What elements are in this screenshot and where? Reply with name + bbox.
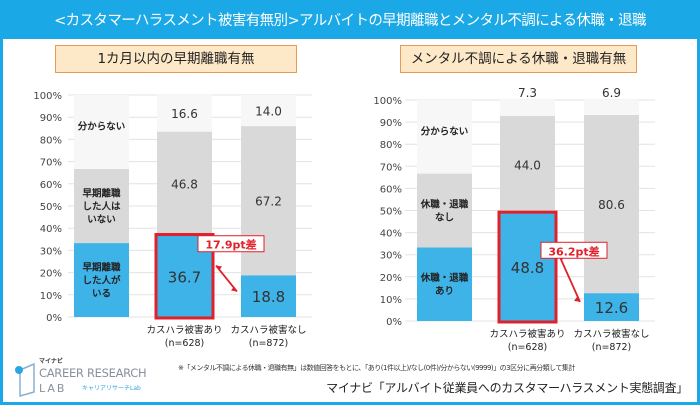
career-research-lab-logo: マイナビ CAREER RESEARCH LAB キャリアリサーチLab — [14, 358, 172, 400]
legend-label: 分からない — [78, 120, 126, 132]
y-tick-label: 50% — [380, 207, 402, 218]
y-tick-label: 100% — [373, 96, 402, 107]
data-label: 14.0 — [255, 105, 282, 119]
bar-segment — [157, 94, 212, 132]
legend-label: 分からない — [421, 125, 469, 137]
highlight-box — [497, 210, 558, 324]
y-tick-label: 60% — [380, 184, 402, 195]
difference-badge — [540, 241, 608, 259]
chart-title-mental-leave: メンタル不調による休職・退職有無 — [400, 45, 637, 73]
x-tick-label: カスハラ被害なし(n=872) — [230, 324, 306, 349]
data-label: 6.9 — [602, 86, 621, 100]
difference-label: 17.9pt差 — [205, 238, 256, 252]
data-label: 48.8 — [511, 259, 544, 277]
data-label: 16.6 — [171, 107, 198, 121]
y-tick-label: 20% — [380, 273, 402, 284]
bar-segment — [500, 213, 555, 321]
y-tick-label: 50% — [40, 202, 62, 213]
y-tick-label: 30% — [380, 251, 402, 262]
legend-swatch — [74, 243, 129, 317]
y-tick-label: 10% — [40, 291, 62, 302]
bar-segment — [241, 95, 296, 127]
bar-segment — [500, 115, 555, 214]
legend-swatch — [74, 95, 129, 169]
legend-swatch — [417, 100, 472, 174]
data-label: 7.3 — [518, 86, 537, 100]
legend-label: 早期離職した人はいない — [82, 187, 121, 225]
difference-label: 36.2pt差 — [548, 244, 599, 258]
chart-title-early-turnover: 1カ月以内の早期離職有無 — [55, 45, 297, 73]
data-label: 67.2 — [255, 195, 282, 209]
y-tick-label: 10% — [380, 295, 402, 306]
y-tick-label: 40% — [40, 224, 62, 235]
y-tick-label: 90% — [380, 118, 402, 129]
y-tick-label: 30% — [40, 246, 62, 257]
data-label: 46.8 — [171, 178, 198, 192]
bar-segment — [584, 293, 639, 321]
y-tick-label: 90% — [40, 113, 62, 124]
logo-icon — [15, 362, 35, 397]
y-tick-label: 20% — [40, 269, 62, 280]
bar-segment — [584, 99, 639, 116]
y-tick-label: 100% — [33, 91, 62, 102]
legend-swatch — [74, 168, 129, 244]
data-label: 36.7 — [168, 268, 201, 286]
legend-label: 休職・退職あり — [420, 272, 469, 297]
data-label: 12.6 — [595, 299, 628, 317]
data-label: 44.0 — [514, 159, 541, 173]
difference-arrow — [215, 264, 238, 293]
arrow-heads — [216, 265, 237, 292]
legend-swatch — [417, 173, 472, 248]
bar-segment — [157, 131, 212, 236]
bar-segment — [500, 99, 555, 116]
logo-small: マイナビ — [39, 358, 63, 365]
data-label: 18.8 — [252, 288, 285, 306]
legend-label: 早期離職した人がいる — [82, 261, 121, 299]
bar-segment — [584, 115, 639, 294]
legend-label: 休職・退職なし — [420, 198, 469, 223]
x-tick-label: カスハラ被害あり(n=628) — [489, 328, 565, 353]
difference-badge — [197, 235, 265, 253]
y-tick-label: 80% — [380, 140, 402, 151]
x-tick-label: カスハラ被害なし(n=872) — [573, 328, 649, 353]
bar-segment — [241, 275, 296, 317]
y-tick-label: 80% — [40, 135, 62, 146]
y-tick-label: 60% — [40, 180, 62, 191]
y-tick-label: 70% — [40, 158, 62, 169]
difference-arrow — [558, 254, 581, 303]
source: マイナビ「アルバイト従業員へのカスタマーハラスメント実態調査」 — [326, 381, 688, 395]
x-tick-label: カスハラ被害あり(n=628) — [146, 324, 222, 349]
logo-line1: CAREER RESEARCH — [39, 366, 147, 380]
legend-swatch — [417, 247, 472, 321]
footnote: ※「メンタル不調による休職・退職有無」は数値回答をもとに、「あり(1件以上)/な… — [178, 364, 575, 372]
y-tick-label: 0% — [386, 317, 402, 328]
y-tick-label: 40% — [380, 229, 402, 240]
logo-line2: LAB — [39, 382, 67, 395]
highlight-box — [154, 233, 215, 320]
y-tick-label: 0% — [46, 313, 62, 324]
data-label: 80.6 — [598, 198, 625, 212]
y-tick-label: 70% — [380, 162, 402, 173]
logo-kana: キャリアリサーチLab — [82, 385, 141, 392]
page-title: <カスタマーハラスメント被害有無別>アルバイトの早期離職とメンタル不調による休職… — [3, 3, 697, 39]
